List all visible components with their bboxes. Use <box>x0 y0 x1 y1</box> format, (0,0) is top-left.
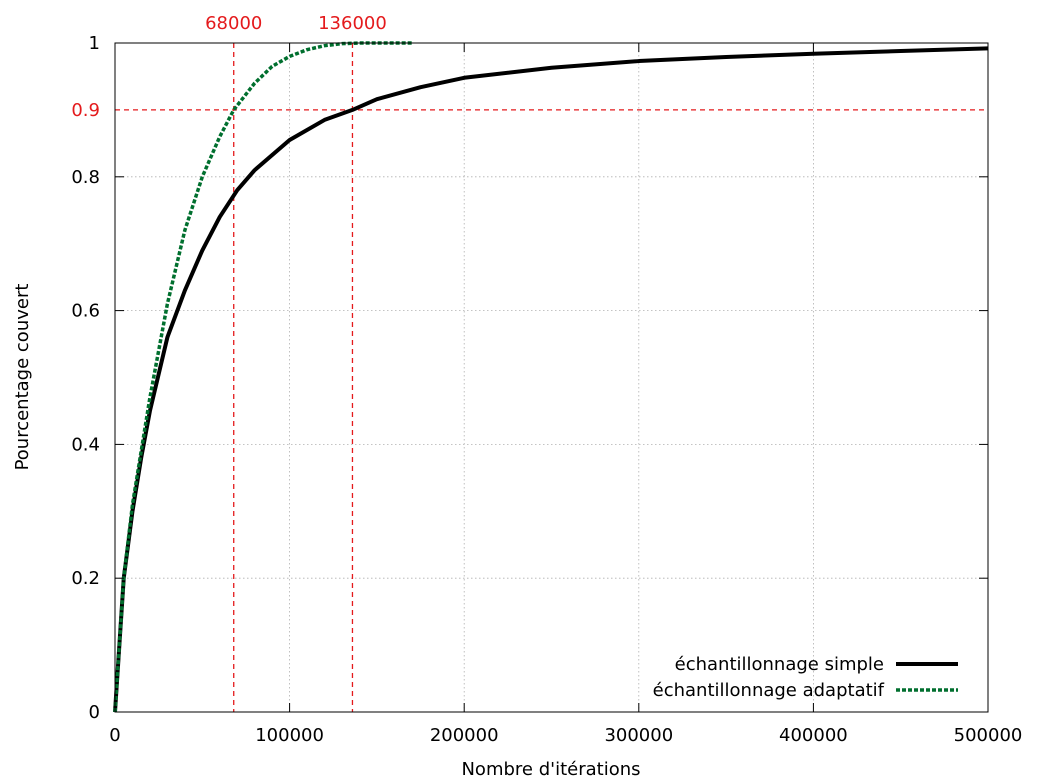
reference-labels: 68000 136000 0.9 <box>71 13 386 121</box>
y-tick-label: 0 <box>89 702 100 723</box>
legend-label-2: échantillonnage adaptatif <box>653 680 885 701</box>
reference-label-y: 0.9 <box>71 100 100 121</box>
reference-label-x: 68000 <box>205 13 262 34</box>
x-axis-label: Nombre d'itérations <box>461 759 640 780</box>
x-tick-label: 400000 <box>779 725 848 746</box>
grid <box>115 43 988 712</box>
legend: échantillonnage simple échantillonnage ad… <box>653 654 958 701</box>
y-tick-label: 0.2 <box>71 568 100 589</box>
y-tick-label: 0.8 <box>71 167 100 188</box>
x-tick-label: 200000 <box>430 725 499 746</box>
x-tick-label: 300000 <box>604 725 673 746</box>
series-lines <box>113 41 989 713</box>
x-axis-ticks: 0 100000 200000 300000 400000 500000 <box>109 43 1022 746</box>
y-tick-label: 0.4 <box>71 434 100 455</box>
series-line-2 <box>113 41 412 713</box>
reference-label-x: 136000 <box>318 13 387 34</box>
legend-label-1: échantillonnage simple <box>675 654 884 675</box>
reference-lines <box>115 43 988 712</box>
x-tick-label: 500000 <box>954 725 1023 746</box>
y-tick-label: 0.6 <box>71 301 100 322</box>
plot-frame <box>114 42 989 713</box>
y-axis-ticks: 0 0.2 0.4 0.6 0.8 1 <box>71 33 988 723</box>
x-tick-label: 100000 <box>255 725 324 746</box>
series-line-1 <box>113 46 989 713</box>
x-tick-label: 0 <box>109 725 120 746</box>
y-tick-label: 1 <box>89 33 100 54</box>
y-axis-label: Pourcentage couvert <box>12 284 33 471</box>
